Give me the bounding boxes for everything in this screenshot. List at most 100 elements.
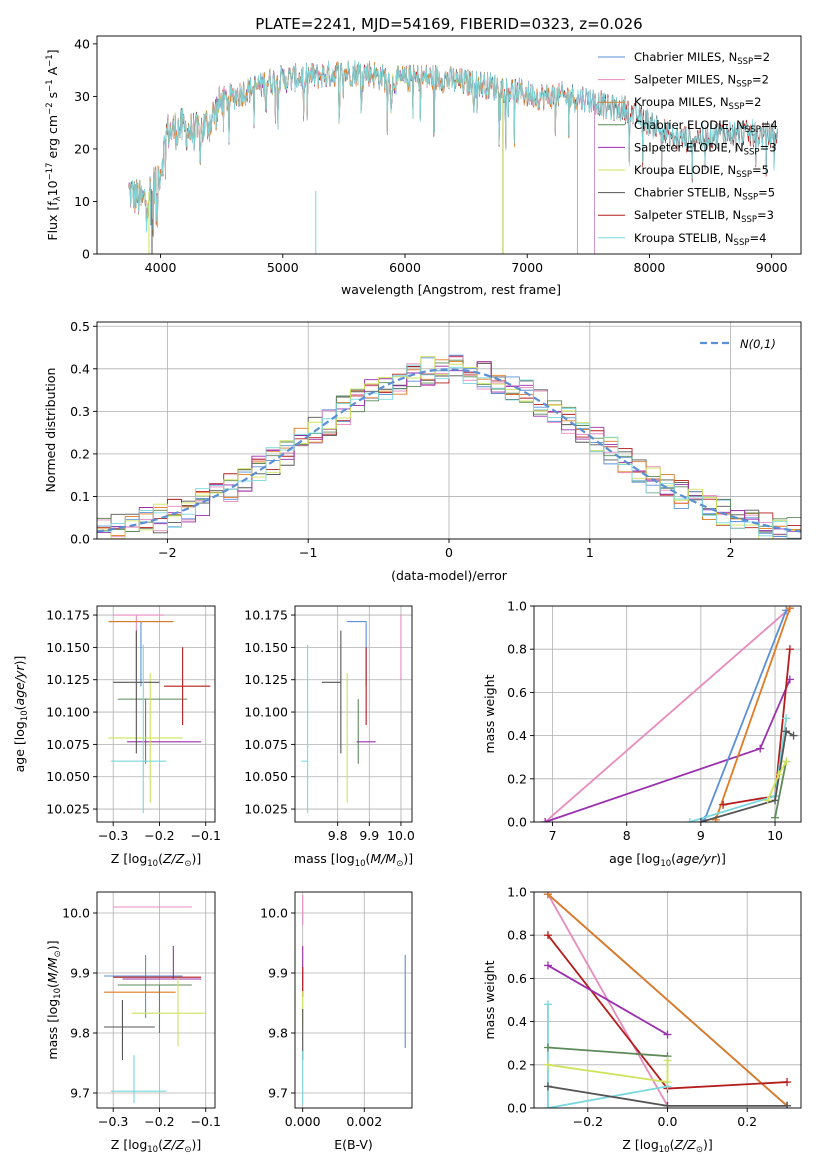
weight-path <box>774 761 788 818</box>
legend-label-part: =2 <box>753 50 770 64</box>
axes-frame <box>96 891 216 1109</box>
y-axis-label-part: ⊙ <box>53 950 63 957</box>
x-tick-label: −0.1 <box>191 1114 221 1129</box>
y-axis-label-part: )] <box>12 656 27 666</box>
weight-path <box>714 607 791 821</box>
weight-line-kroupa-miles <box>711 606 794 822</box>
y-tick-label: 0.4 <box>507 1014 527 1029</box>
errorbar-kroupa-stelib <box>110 1055 167 1104</box>
y-axis-label-part: −17 <box>45 162 55 180</box>
x-tick-label: 5000 <box>267 260 299 275</box>
plot-area <box>541 606 798 822</box>
y-tick-label: 10 <box>74 194 90 209</box>
legend-label-part: SSP <box>741 215 757 225</box>
legend-label: Salpeter STELIB, NSSP=3 <box>634 208 774 225</box>
mass-vs-ebv-panel: 0.000 0.002 9.7 9.8 9.9 10.0 E(B-V) <box>260 891 413 1152</box>
legend-label: Kroupa MILES, NSSP=2 <box>634 95 761 112</box>
legend-label-part: Kroupa MILES, N <box>634 95 729 109</box>
y-axis-label-part: 10 <box>45 180 60 196</box>
x-axis-label: wavelength [Angstrom, rest frame] <box>341 282 561 297</box>
x-axis-label-part: )] <box>703 1137 713 1152</box>
weight-path <box>547 964 668 1036</box>
legend-label-part: Kroupa ELODIE, N <box>634 163 736 177</box>
y-tick-label: 1.0 <box>507 885 527 900</box>
y-tick-label: 10.025 <box>244 802 288 817</box>
y-tick-label: 30 <box>74 89 90 104</box>
legend-label-part: SSP <box>745 125 761 135</box>
weight-path <box>703 609 788 821</box>
x-tick-label: 6000 <box>389 260 421 275</box>
y-tick-label: 0 <box>82 247 90 262</box>
x-tick-label: 8 <box>623 828 631 843</box>
legend-label: Chabrier STELIB, NSSP=5 <box>634 186 775 203</box>
x-tick-label: 2 <box>727 545 735 560</box>
errorbar-chabrier-elodie <box>117 698 188 764</box>
x-axis-label-part: ⊙ <box>184 1145 191 1155</box>
y-tick-label: 9.8 <box>70 1026 90 1041</box>
x-axis-label-part: M/M <box>370 851 396 866</box>
legend-label: Kroupa ELODIE, NSSP=5 <box>634 163 769 180</box>
x-axis-label: Z [log10(Z/Z⊙)] <box>111 851 201 869</box>
errorbar-chabrier-miles <box>347 620 367 687</box>
x-axis-label-part: ⊙ <box>696 1145 703 1155</box>
x-axis-label-part: ( <box>670 1137 675 1152</box>
legend-label: Chabrier ELODIE, NSSP=4 <box>634 118 778 135</box>
y-axis-label-part: mass [log <box>45 999 60 1060</box>
x-axis-label-part: ( <box>366 851 371 866</box>
y-tick-label: 0.2 <box>70 446 90 461</box>
y-axis-label-part: age [log <box>12 721 27 772</box>
y-tick-label: 1.0 <box>507 599 527 614</box>
weight-path <box>547 1046 668 1058</box>
weight-line-kroupa-stelib <box>685 714 791 822</box>
y-axis-label-part: −1 <box>45 79 55 92</box>
x-tick-label: −0.3 <box>98 828 128 843</box>
y-tick-label: 0.0 <box>507 815 527 830</box>
y-tick-label: 10.150 <box>244 640 288 655</box>
y-axis-label-part: A <box>45 66 60 79</box>
y-tick-label: 0.4 <box>70 361 90 376</box>
x-tick-label: 9 <box>697 828 705 843</box>
figure-title: PLATE=2241, MJD=54169, FIBERID=0323, z=0… <box>255 15 642 33</box>
y-axis-label-part: erg cm <box>45 115 60 163</box>
legend-label-part: Kroupa STELIB, N <box>634 231 734 245</box>
x-axis-label-part: wavelength [Angstrom, rest frame] <box>341 282 561 297</box>
y-axis-label: age [log10(age/yr)] <box>12 656 30 773</box>
x-tick-label: 8000 <box>634 260 666 275</box>
errorbar-salpeter-stelib <box>164 647 211 725</box>
weight-path <box>547 893 788 1107</box>
y-tick-label: 9.7 <box>70 1086 90 1101</box>
legend-label: N(0,1) <box>740 337 776 351</box>
x-tick-label: 0.2 <box>737 1114 757 1129</box>
y-axis-label: Normed distribution <box>43 368 58 493</box>
x-tick-label: −2 <box>158 545 176 560</box>
x-axis-label: age [log10(age/yr)] <box>609 851 726 869</box>
plot-area <box>108 614 211 813</box>
legend-label-part: =3 <box>760 140 777 154</box>
weight-path <box>544 607 791 822</box>
y-axis-label: mass weight <box>482 960 497 1039</box>
x-axis-label-part: 10 <box>659 1145 670 1155</box>
x-axis-label-part: 10 <box>147 859 158 869</box>
axes-frame <box>96 35 802 255</box>
x-axis-label-part: ( <box>158 851 163 866</box>
y-tick-label: 10.075 <box>244 737 288 752</box>
legend-label-part: =2 <box>744 95 761 109</box>
weight-path <box>722 649 791 806</box>
errorbar-chabrier-stelib <box>321 630 342 754</box>
y-tick-label: 0.3 <box>70 404 90 419</box>
legend-label: Chabrier MILES, NSSP=2 <box>634 50 770 67</box>
age-vs-mass-panel: 9.8 9.9 10.0 10.025 10.050 10.075 10.100 10.125… <box>244 605 415 869</box>
plot-area <box>302 895 406 1105</box>
weight-line-salpeter-elodie <box>541 675 794 822</box>
errorbar-kroupa-elodie <box>131 977 206 1047</box>
y-tick-label: 10.050 <box>46 769 90 784</box>
y-axis-label-part: λ <box>53 196 63 201</box>
y-tick-label: 0.6 <box>507 971 527 986</box>
legend-label-part: =2 <box>752 73 769 87</box>
x-axis-label-part: age [log <box>609 851 660 866</box>
axes-frame <box>96 605 216 823</box>
weight-line-chabrier-elodie <box>543 1043 672 1061</box>
y-tick-label: 10.175 <box>46 608 90 623</box>
normal-curve <box>97 368 801 533</box>
x-axis-label-part: Z [log <box>622 1137 658 1152</box>
